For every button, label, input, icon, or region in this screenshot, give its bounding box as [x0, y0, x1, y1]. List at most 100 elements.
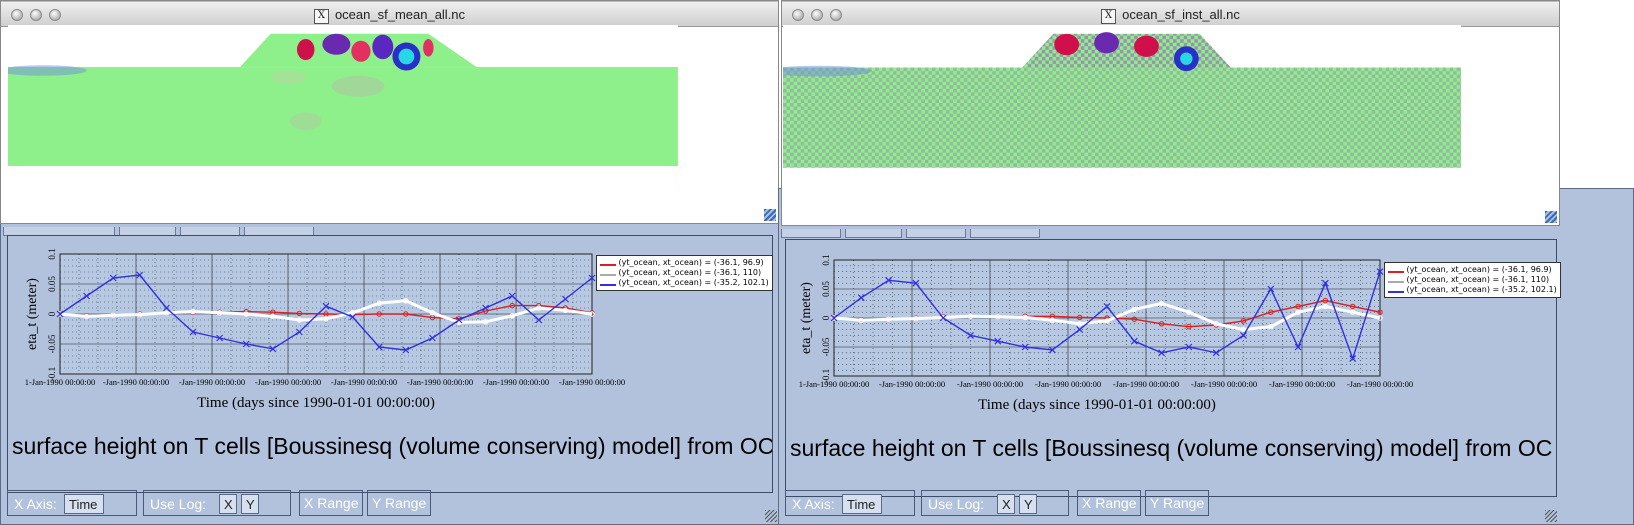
right-log-y-toggle[interactable]: Y	[1019, 494, 1037, 514]
data-point	[402, 346, 410, 354]
data-point	[1322, 303, 1329, 310]
legend-entry-blue: (yt_ocean, xt_ocean) = (-35.2, 102.1)	[1388, 285, 1557, 295]
x-tick-label: -Jan-1990 00:00:00	[1035, 379, 1101, 389]
data-point	[110, 312, 116, 318]
data-point	[1186, 309, 1192, 315]
data-point	[269, 345, 277, 353]
data-point	[295, 328, 303, 336]
data-point	[830, 314, 838, 322]
data-point	[403, 298, 409, 304]
close-button[interactable]	[792, 9, 804, 21]
left-image-resize-grip[interactable]	[764, 209, 776, 221]
data-point	[83, 292, 91, 300]
minimize-button[interactable]	[811, 9, 823, 21]
data-point	[1240, 331, 1247, 339]
right-field-image[interactable]	[783, 25, 1462, 189]
zoom-button[interactable]	[830, 9, 842, 21]
right-long-title: surface height on T cells [Boussinesq (v…	[790, 435, 1553, 461]
right-plot-window: -0.1 -0.05 0 0.05 0.1 1-Jan-1990 00:00:00 -Jan…	[778, 188, 1634, 525]
left-log-y-toggle[interactable]: Y	[241, 494, 259, 514]
right-plot-resize-grip[interactable]	[1545, 510, 1557, 522]
x-tick-label: -Jan-1990 00:00:00	[103, 377, 169, 387]
data-point	[535, 316, 543, 324]
data-point	[56, 310, 64, 318]
x-axis-label: Time (days since 1990-01-01 00:00:00)	[197, 395, 435, 411]
data-point	[270, 313, 276, 320]
data-point	[1104, 318, 1110, 324]
data-point	[1212, 349, 1220, 357]
data-point	[857, 294, 865, 302]
left-window-title: ocean_sf_mean_all.nc	[334, 7, 466, 22]
y-tick-label: -0.05	[47, 334, 57, 353]
data-point	[162, 304, 170, 312]
data-point	[57, 311, 63, 317]
data-point	[1077, 321, 1083, 327]
y-tick-label: 0.05	[821, 281, 831, 297]
y-tick-label: 0.05	[47, 276, 57, 292]
series-line	[833, 301, 1381, 332]
close-button[interactable]	[11, 9, 23, 21]
data-point	[1131, 316, 1137, 322]
left-plot-resize-grip[interactable]	[765, 510, 777, 522]
x-tick-label: -Jan-1990 00:00:00	[331, 377, 397, 387]
right-window-title: ocean_sf_inst_all.nc	[1122, 7, 1240, 22]
data-point	[1076, 326, 1084, 334]
data-point	[322, 302, 330, 310]
data-point	[1350, 303, 1356, 310]
right-image-resize-grip[interactable]	[1545, 211, 1557, 223]
x-tick-label: -Jan-1990 00:00:00	[879, 379, 945, 389]
data-point	[1049, 317, 1056, 324]
data-point	[885, 276, 893, 284]
zoom-button[interactable]	[49, 9, 61, 21]
left-uselog-group: Use Log: X Y	[143, 490, 291, 516]
data-point	[858, 317, 865, 324]
right-hidden-tabs	[781, 225, 1044, 238]
right-legend: (yt_ocean, xt_ocean) = (-36.1, 96.9) (yt…	[1384, 262, 1561, 298]
x-tick-label: -Jan-1990 00:00:00	[1347, 379, 1413, 389]
data-point	[1321, 279, 1329, 287]
y-tick-label: -0.1	[821, 369, 831, 383]
data-point	[376, 311, 382, 317]
data-point	[1158, 300, 1165, 307]
data-point	[482, 304, 490, 312]
left-long-title: surface height on T cells [Boussinesq (v…	[12, 433, 772, 459]
y-tick-label: 0.1	[821, 254, 831, 265]
data-point	[1268, 309, 1274, 315]
right-log-x-toggle[interactable]: X	[997, 494, 1015, 514]
right-bottom-controls: X Axis: Time Use Log: X Y X Range Y Rang…	[785, 490, 1623, 518]
data-point	[190, 308, 196, 315]
data-point	[509, 313, 515, 319]
y-tick-label: -0.05	[821, 337, 831, 356]
left-field-image[interactable]	[8, 25, 678, 187]
data-point	[429, 310, 436, 316]
left-log-x-toggle[interactable]: X	[219, 494, 237, 514]
data-point	[967, 331, 974, 339]
data-point	[1294, 343, 1302, 351]
minimize-button[interactable]	[30, 9, 42, 21]
x11-icon: X	[313, 9, 329, 24]
right-xrange-button[interactable]: X Range	[1077, 490, 1142, 516]
data-point	[375, 343, 383, 351]
left-xaxis-select[interactable]: Time	[64, 494, 104, 514]
left-yrange-button[interactable]: Y Range	[367, 490, 432, 516]
y-axis-label: eta_t (meter)	[25, 278, 40, 350]
y-tick-label: 0.1	[47, 248, 57, 259]
x-tick-label: -Jan-1990 00:00:00	[255, 377, 321, 387]
right-xaxis-group: X Axis: Time	[785, 490, 915, 516]
data-point	[323, 316, 329, 322]
x-tick-label: -Jan-1990 00:00:00	[1113, 379, 1179, 389]
x-tick-label: -Jan-1990 00:00:00	[1269, 379, 1335, 389]
left-xrange-button[interactable]: X Range	[299, 490, 364, 516]
data-point	[589, 311, 595, 317]
x-axis-label: Time (days since 1990-01-01 00:00:00)	[978, 397, 1216, 413]
data-point	[831, 315, 837, 321]
data-point	[349, 310, 356, 316]
right-yrange-button[interactable]: Y Range	[1145, 490, 1210, 516]
data-point	[1022, 314, 1028, 321]
data-point	[994, 337, 1002, 345]
right-xaxis-select[interactable]: Time	[842, 494, 882, 514]
data-point	[1077, 314, 1083, 321]
